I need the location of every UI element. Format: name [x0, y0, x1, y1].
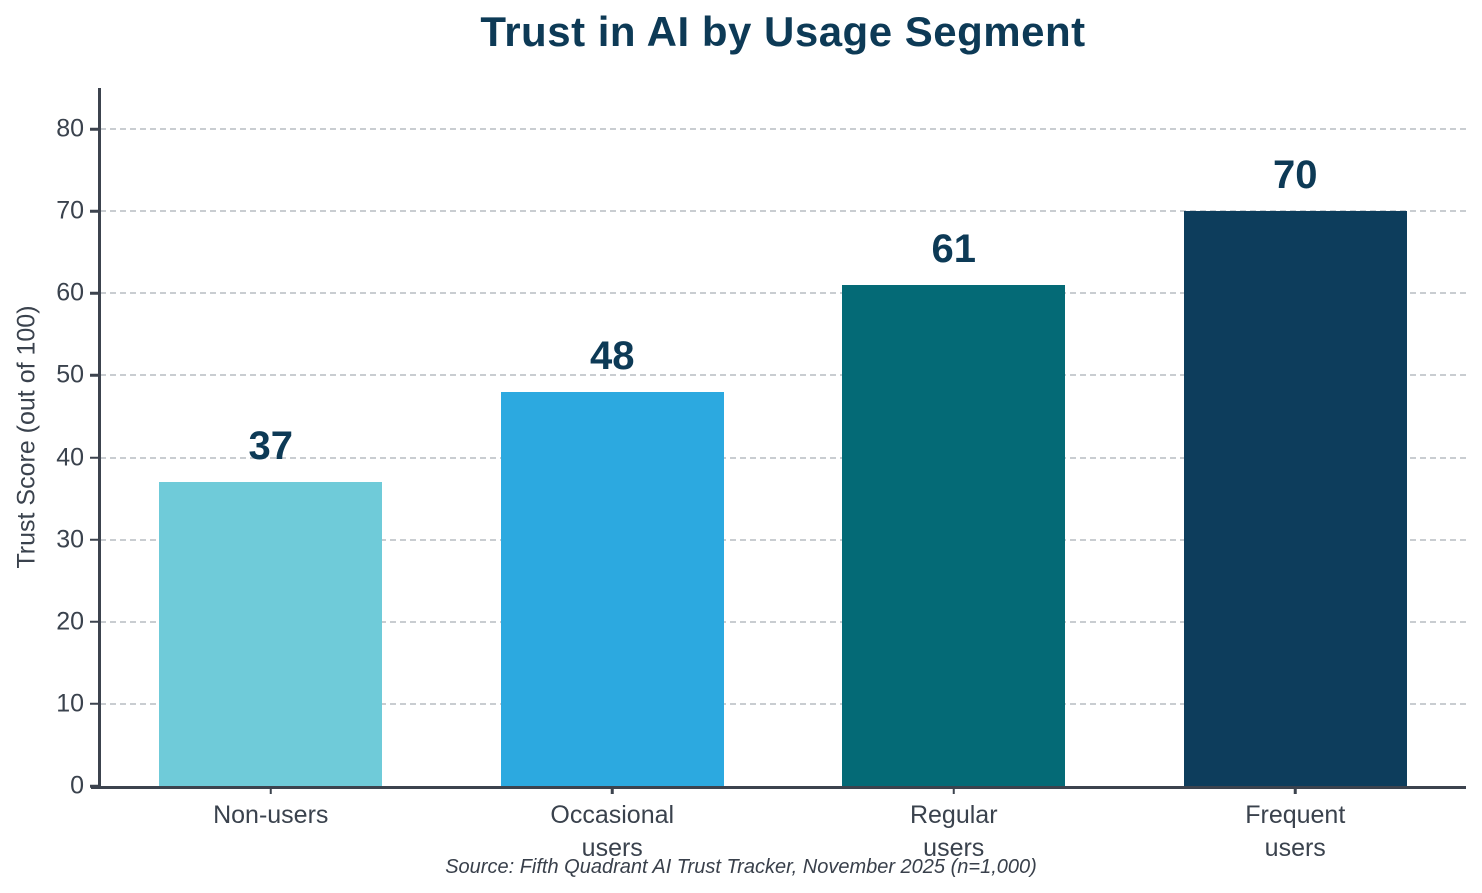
x-tick-label-regular-users: Regular users	[909, 801, 998, 862]
bar-occasional-users	[500, 391, 724, 786]
y-tick-label-80: 80	[56, 114, 84, 143]
gridline-y-20	[100, 620, 1466, 623]
chart-title: Trust in AI by Usage Segment	[480, 8, 1086, 55]
value-label-non-users: 37	[248, 424, 294, 469]
x-tick-mark-frequent-users	[1294, 786, 1297, 794]
y-axis-title: Trust Score (out of 100)	[12, 305, 41, 569]
y-tick-label-70: 70	[56, 196, 84, 225]
x-tick-label-frequent-users: Frequent users	[1245, 801, 1346, 862]
y-tick-label-50: 50	[56, 360, 84, 389]
gridline-y-30	[100, 538, 1466, 541]
y-tick-label-0: 0	[70, 771, 84, 800]
value-label-frequent-users: 70	[1273, 153, 1318, 198]
y-tick-mark-10	[90, 702, 100, 706]
y-tick-mark-0	[90, 784, 100, 788]
y-tick-label-40: 40	[56, 443, 84, 472]
x-axis-line	[91, 786, 1466, 789]
y-tick-mark-40	[90, 456, 100, 459]
gridline-y-60	[100, 292, 1466, 295]
gridline-y-10	[100, 702, 1466, 705]
value-label-regular-users: 61	[931, 227, 977, 272]
gridline-y-80	[100, 128, 1466, 131]
x-tick-mark-occasional-users	[611, 786, 614, 794]
y-tick-label-60: 60	[56, 278, 84, 307]
x-tick-label-non-users: Non-users	[213, 801, 329, 829]
y-tick-mark-20	[90, 620, 100, 623]
y-tick-label-20: 20	[56, 607, 84, 636]
source-note: Source: Fifth Quadrant AI Trust Tracker,…	[445, 856, 1037, 878]
y-axis-line	[98, 88, 101, 789]
x-tick-mark-non-users	[269, 786, 272, 794]
plot-area: 37 48 61 70 0 10 20 30 40 50 60 70 80 Non-users Occas…	[56, 88, 1466, 862]
gridline-y-40	[100, 456, 1466, 459]
bar-non-users	[159, 482, 383, 786]
x-tick-mark-regular-users	[952, 786, 955, 794]
y-tick-mark-80	[90, 127, 100, 131]
y-tick-label-10: 10	[56, 689, 84, 718]
bar-regular-users	[842, 285, 1066, 786]
value-label-occasional-users: 48	[590, 333, 635, 378]
y-tick-mark-30	[90, 538, 100, 541]
gridline-y-70	[100, 210, 1466, 213]
y-tick-label-30: 30	[56, 525, 84, 554]
gridline-y-50	[100, 374, 1466, 377]
x-tick-label-occasional-users: Occasional users	[550, 801, 675, 862]
y-tick-mark-70	[90, 209, 100, 213]
bar-frequent-users	[1183, 211, 1407, 786]
y-tick-mark-50	[90, 374, 100, 377]
y-tick-mark-60	[90, 292, 100, 295]
